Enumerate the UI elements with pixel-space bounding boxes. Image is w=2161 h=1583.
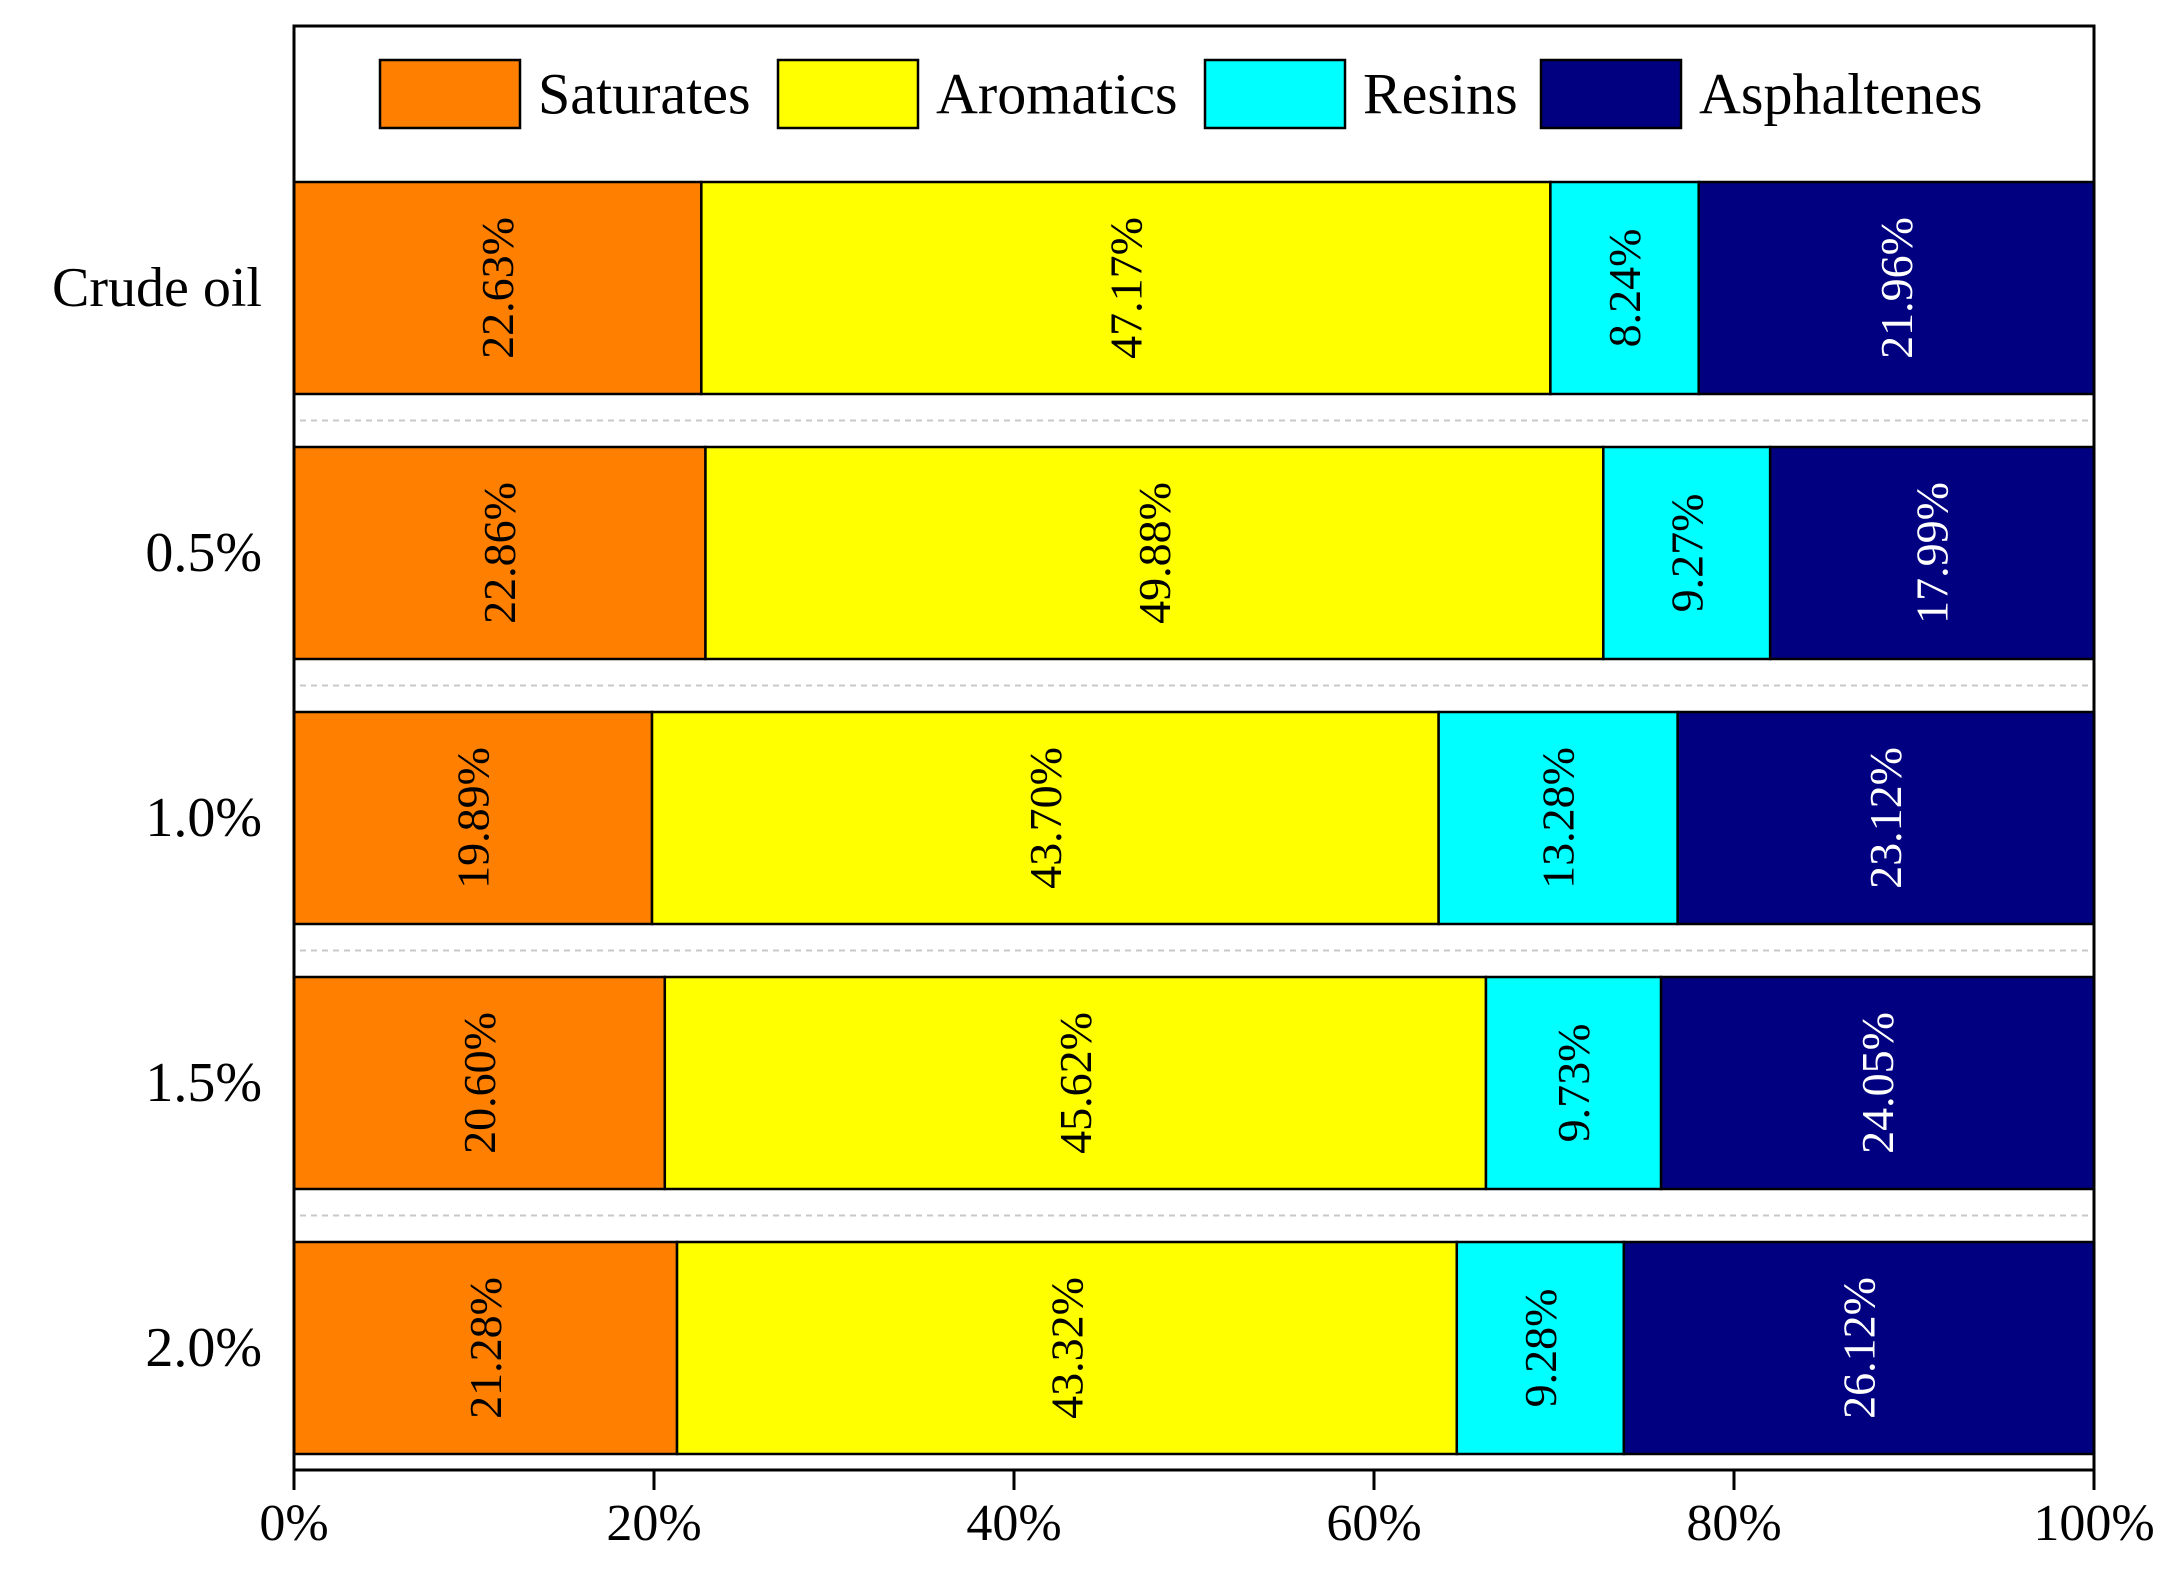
bar-segment bbox=[1676, 710, 2096, 926]
bar-labels-group: 22.63% 47.17% 8.24% 21.96% 22.86% 49.88% 9.27%… bbox=[448, 217, 1958, 1419]
bar-value-label: 24.05% bbox=[1852, 1012, 1903, 1154]
x-tick-label: 100% bbox=[2033, 1495, 2154, 1552]
bar-segment bbox=[675, 1240, 1459, 1456]
bar-segment bbox=[663, 975, 1488, 1191]
bar-value-label: 13.28% bbox=[1533, 747, 1584, 889]
plot-frame bbox=[292, 24, 2096, 1472]
x-tick-label: 0% bbox=[259, 1495, 328, 1552]
y-tick-label: 2.0% bbox=[145, 1317, 262, 1379]
bars-group bbox=[292, 180, 2096, 1456]
y-tick-label: 0.5% bbox=[145, 522, 262, 584]
legend-label: Resins bbox=[1363, 62, 1518, 127]
bar-segment bbox=[1455, 1240, 1626, 1456]
x-tick-label: 60% bbox=[1326, 1495, 1421, 1552]
bar-value-label: 22.86% bbox=[474, 482, 525, 624]
bar-value-label: 47.17% bbox=[1100, 217, 1151, 359]
bar-segment bbox=[1768, 445, 2096, 661]
bar-value-label: 9.28% bbox=[1515, 1289, 1566, 1408]
y-axis: Crude oil 0.5% 1.0% 1.5% 2.0% bbox=[52, 257, 262, 1379]
row-separators bbox=[300, 419, 2088, 1217]
bar-segment bbox=[1549, 180, 1700, 396]
bar-segment bbox=[650, 710, 1440, 926]
bar-value-label: 22.63% bbox=[472, 217, 523, 359]
bar-value-label: 21.28% bbox=[460, 1277, 511, 1419]
x-axis: 0% 20% 40% 60% 80% 100% bbox=[259, 1470, 2155, 1552]
bar-value-label: 43.32% bbox=[1041, 1277, 1092, 1419]
bar-segment bbox=[292, 975, 667, 1191]
bar-segment bbox=[1697, 180, 2096, 396]
legend: Saturates Aromatics Resins Asphaltenes bbox=[378, 58, 1983, 130]
y-tick-label: 1.5% bbox=[145, 1052, 262, 1114]
bar-value-label: 43.70% bbox=[1020, 747, 1071, 889]
bar-value-label: 20.60% bbox=[454, 1012, 505, 1154]
bar-value-label: 26.12% bbox=[1833, 1277, 1884, 1419]
bar-value-label: 9.73% bbox=[1548, 1024, 1599, 1143]
x-tick-label: 40% bbox=[966, 1495, 1061, 1552]
y-tick-label: 1.0% bbox=[145, 787, 262, 849]
bar-segment bbox=[1437, 710, 1679, 926]
legend-label: Saturates bbox=[538, 62, 751, 127]
bar-value-label: 49.88% bbox=[1129, 482, 1180, 624]
bar-segment bbox=[1622, 1240, 2096, 1456]
bar-segment bbox=[704, 445, 1605, 661]
bar-segment bbox=[1659, 975, 2096, 1191]
bar-value-label: 9.27% bbox=[1661, 494, 1712, 613]
legend-swatch bbox=[378, 58, 522, 130]
x-tick-label: 20% bbox=[606, 1495, 701, 1552]
bar-segment bbox=[292, 1240, 679, 1456]
bar-value-label: 8.24% bbox=[1599, 229, 1650, 348]
legend-label: Asphaltenes bbox=[1699, 62, 1983, 127]
y-tick-label: Crude oil bbox=[52, 257, 262, 319]
bar-value-label: 23.12% bbox=[1860, 747, 1911, 889]
bar-segment bbox=[1484, 975, 1663, 1191]
bar-value-label: 21.96% bbox=[1871, 217, 1922, 359]
bar-segment bbox=[292, 445, 707, 661]
legend-swatch bbox=[1539, 58, 1683, 130]
bar-value-label: 19.89% bbox=[448, 747, 499, 889]
legend-swatch bbox=[776, 58, 920, 130]
bar-value-label: 45.62% bbox=[1050, 1012, 1101, 1154]
legend-label: Aromatics bbox=[936, 62, 1178, 127]
bar-segment bbox=[700, 180, 1552, 396]
legend-swatch bbox=[1203, 58, 1347, 130]
bar-value-label: 17.99% bbox=[1907, 482, 1958, 624]
x-tick-label: 80% bbox=[1686, 1495, 1781, 1552]
